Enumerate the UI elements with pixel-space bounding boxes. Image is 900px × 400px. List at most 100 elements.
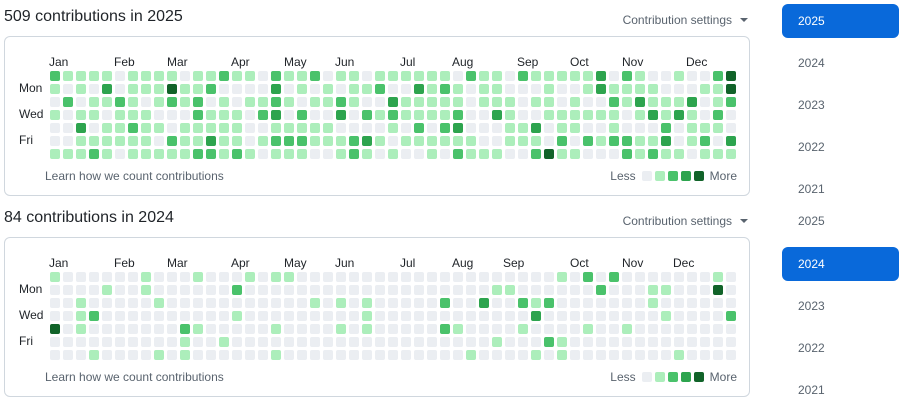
contribution-cell[interactable] (505, 285, 515, 295)
contribution-cell[interactable] (531, 136, 541, 146)
contribution-cell[interactable] (245, 71, 255, 81)
contribution-cell[interactable] (570, 97, 580, 107)
contribution-cell[interactable] (180, 84, 190, 94)
contribution-cell[interactable] (570, 84, 580, 94)
contribution-cell[interactable] (375, 71, 385, 81)
contribution-cell[interactable] (362, 136, 372, 146)
contribution-cell[interactable] (492, 285, 502, 295)
contribution-cell[interactable] (687, 350, 697, 360)
contribution-cell[interactable] (700, 272, 710, 282)
contribution-cell[interactable] (219, 337, 229, 347)
contribution-cell[interactable] (141, 311, 151, 321)
contribution-cell[interactable] (167, 71, 177, 81)
contribution-cell[interactable] (284, 285, 294, 295)
contribution-cell[interactable] (180, 350, 190, 360)
contribution-cell[interactable] (245, 123, 255, 133)
contribution-cell[interactable] (206, 97, 216, 107)
contribution-cell[interactable] (336, 110, 346, 120)
contribution-cell[interactable] (557, 285, 567, 295)
contribution-cell[interactable] (310, 311, 320, 321)
contribution-cell[interactable] (388, 84, 398, 94)
contribution-cell[interactable] (63, 71, 73, 81)
contribution-cell[interactable] (453, 350, 463, 360)
contribution-cell[interactable] (362, 298, 372, 308)
contribution-cell[interactable] (128, 71, 138, 81)
contribution-cell[interactable] (206, 272, 216, 282)
contribution-cell[interactable] (76, 71, 86, 81)
year-link[interactable]: 2025 (782, 4, 899, 38)
contribution-cell[interactable] (167, 311, 177, 321)
contribution-cell[interactable] (193, 136, 203, 146)
contribution-cell[interactable] (349, 350, 359, 360)
contribution-cell[interactable] (531, 324, 541, 334)
contribution-cell[interactable] (440, 97, 450, 107)
contribution-cell[interactable] (713, 97, 723, 107)
contribution-cell[interactable] (674, 324, 684, 334)
contribution-cell[interactable] (349, 337, 359, 347)
contribution-cell[interactable] (271, 149, 281, 159)
contribution-cell[interactable] (570, 71, 580, 81)
contribution-cell[interactable] (622, 311, 632, 321)
contribution-cell[interactable] (336, 136, 346, 146)
contribution-cell[interactable] (440, 337, 450, 347)
contribution-cell[interactable] (700, 324, 710, 334)
contribution-cell[interactable] (89, 97, 99, 107)
contribution-cell[interactable] (336, 149, 346, 159)
contribution-cell[interactable] (258, 298, 268, 308)
contribution-cell[interactable] (50, 337, 60, 347)
contribution-cell[interactable] (427, 97, 437, 107)
contribution-cell[interactable] (427, 285, 437, 295)
contribution-cell[interactable] (297, 136, 307, 146)
contribution-cell[interactable] (232, 110, 242, 120)
contribution-cell[interactable] (557, 298, 567, 308)
contribution-cell[interactable] (661, 324, 671, 334)
contribution-cell[interactable] (297, 337, 307, 347)
contribution-cell[interactable] (414, 285, 424, 295)
contribution-cell[interactable] (128, 84, 138, 94)
contribution-cell[interactable] (518, 84, 528, 94)
contribution-cell[interactable] (674, 97, 684, 107)
contribution-cell[interactable] (167, 97, 177, 107)
contribution-cell[interactable] (726, 285, 736, 295)
year-link[interactable]: 2021 (798, 383, 825, 397)
contribution-cell[interactable] (427, 298, 437, 308)
contribution-cell[interactable] (609, 337, 619, 347)
contribution-cell[interactable] (206, 136, 216, 146)
year-link[interactable]: 2022 (798, 341, 825, 355)
contribution-cell[interactable] (388, 337, 398, 347)
contribution-cell[interactable] (128, 110, 138, 120)
contribution-cell[interactable] (271, 350, 281, 360)
contribution-cell[interactable] (544, 298, 554, 308)
contribution-cell[interactable] (466, 272, 476, 282)
contribution-cell[interactable] (453, 123, 463, 133)
contribution-cell[interactable] (388, 311, 398, 321)
contribution-cell[interactable] (89, 71, 99, 81)
contribution-cell[interactable] (232, 84, 242, 94)
contribution-cell[interactable] (726, 84, 736, 94)
contribution-cell[interactable] (674, 285, 684, 295)
contribution-cell[interactable] (284, 136, 294, 146)
contribution-cell[interactable] (583, 123, 593, 133)
contribution-cell[interactable] (440, 272, 450, 282)
contribution-cell[interactable] (141, 84, 151, 94)
contribution-cell[interactable] (661, 149, 671, 159)
contribution-cell[interactable] (440, 84, 450, 94)
contribution-cell[interactable] (648, 337, 658, 347)
contribution-cell[interactable] (336, 84, 346, 94)
contribution-cell[interactable] (284, 337, 294, 347)
year-link[interactable]: 2022 (798, 140, 825, 154)
contribution-cell[interactable] (596, 324, 606, 334)
contribution-cell[interactable] (167, 272, 177, 282)
contribution-cell[interactable] (141, 285, 151, 295)
contribution-cell[interactable] (596, 272, 606, 282)
contribution-cell[interactable] (154, 324, 164, 334)
contribution-cell[interactable] (401, 149, 411, 159)
contribution-cell[interactable] (232, 324, 242, 334)
contribution-cell[interactable] (76, 272, 86, 282)
contribution-cell[interactable] (154, 123, 164, 133)
contribution-cell[interactable] (349, 311, 359, 321)
contribution-cell[interactable] (609, 149, 619, 159)
contribution-cell[interactable] (622, 324, 632, 334)
contribution-cell[interactable] (609, 311, 619, 321)
contribution-cell[interactable] (336, 285, 346, 295)
